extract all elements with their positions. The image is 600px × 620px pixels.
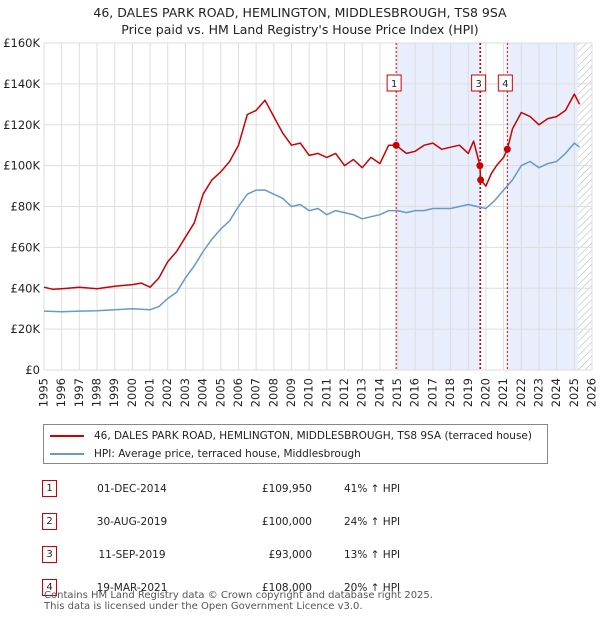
x-tick-label: 2022 <box>514 378 528 407</box>
x-tick-label: 2000 <box>125 378 139 407</box>
x-tick-label: 2009 <box>284 378 298 407</box>
sale-point-1 <box>392 141 400 149</box>
x-tick-label: 2012 <box>337 378 351 407</box>
legend-label-property: 46, DALES PARK ROAD, HEMLINGTON, MIDDLES… <box>94 430 532 442</box>
transaction-hpi: 13% ↑ HPI <box>344 548 401 561</box>
transaction-number: 1 <box>42 480 57 497</box>
x-tick-label: 2001 <box>143 378 157 407</box>
legend-swatch-hpi <box>50 453 84 455</box>
x-tick-label: 2020 <box>478 378 492 407</box>
y-tick-label: £60K <box>11 240 41 254</box>
x-tick-label: 1996 <box>54 378 68 407</box>
x-tick-label: 2026 <box>585 378 599 407</box>
y-tick-label: £20K <box>11 322 41 336</box>
transactions-table: 1 01-DEC-2014 £109,950 41% ↑ HPI 2 30-AU… <box>42 472 464 604</box>
transaction-date: 19-MAR-2021 <box>96 581 168 594</box>
x-tick-label: 2018 <box>443 378 457 407</box>
transaction-price: £108,000 <box>261 581 312 594</box>
chart-legend: 46, DALES PARK ROAD, HEMLINGTON, MIDDLES… <box>43 424 548 464</box>
y-tick-label: £140K <box>3 77 40 91</box>
y-tick-label: £120K <box>3 118 40 132</box>
x-tick-label: 1999 <box>107 378 121 407</box>
transaction-price: £109,950 <box>261 482 312 495</box>
sale-point-2 <box>476 162 484 170</box>
x-tick-label: 2023 <box>531 378 545 407</box>
annotation-box-4 <box>497 74 513 92</box>
annotation-label-1: 1 <box>391 79 397 90</box>
chart-subtitle: Price paid vs. HM Land Registry's House … <box>121 22 478 37</box>
x-tick-label: 2013 <box>355 378 369 407</box>
x-tick-label: 2004 <box>196 378 210 407</box>
y-tick-label: £160K <box>3 36 40 50</box>
y-tick-label: £0 <box>25 363 40 377</box>
y-tick-label: £40K <box>11 281 41 295</box>
property-price-line <box>43 93 581 291</box>
footer-licence: This data is licensed under the Open Gov… <box>44 601 363 612</box>
x-tick-label: 1997 <box>72 378 86 407</box>
annotation-box-1 <box>386 74 402 92</box>
x-tick-label: 2011 <box>319 378 333 407</box>
table-row: 2 30-AUG-2019 £100,000 24% ↑ HPI <box>42 505 464 538</box>
x-tick-label: 1998 <box>90 378 104 407</box>
transaction-number: 2 <box>42 513 57 530</box>
y-tick-label: £100K <box>3 159 40 173</box>
footer: Contains HM Land Registry data © Crown c… <box>44 590 433 612</box>
transaction-hpi: 24% ↑ HPI <box>344 515 401 528</box>
price-chart: 46, DALES PARK ROAD, HEMLINGTON, MIDDLES… <box>3 5 599 407</box>
x-tick-label: 2005 <box>213 378 227 407</box>
legend-label-hpi: HPI: Average price, terraced house, Midd… <box>94 448 361 460</box>
transaction-number: 3 <box>42 546 57 563</box>
sale-point-4 <box>503 145 511 153</box>
transaction-hpi: 41% ↑ HPI <box>344 482 401 495</box>
chart-title: 46, DALES PARK ROAD, HEMLINGTON, MIDDLES… <box>93 5 507 20</box>
x-tick-label: 2016 <box>408 378 422 407</box>
transaction-hpi: 20% ↑ HPI <box>344 581 401 594</box>
transaction-price: £93,000 <box>268 548 312 561</box>
sale-point-3 <box>477 176 485 184</box>
transaction-price: £100,000 <box>261 515 312 528</box>
x-tick-label: 2007 <box>249 378 263 407</box>
table-row: 3 11-SEP-2019 £93,000 13% ↑ HPI <box>42 538 464 571</box>
x-tick-label: 2003 <box>178 378 192 407</box>
x-tick-label: 2014 <box>372 378 386 407</box>
x-tick-label: 2021 <box>496 378 510 407</box>
legend-item-property: 46, DALES PARK ROAD, HEMLINGTON, MIDDLES… <box>50 428 532 444</box>
x-tick-label: 2006 <box>231 378 245 407</box>
x-tick-label: 1995 <box>37 378 51 407</box>
legend-item-hpi: HPI: Average price, terraced house, Midd… <box>50 446 361 462</box>
transaction-date: 30-AUG-2019 <box>96 515 168 528</box>
x-tick-label: 2017 <box>425 378 439 407</box>
table-row: 4 19-MAR-2021 £108,000 20% ↑ HPI <box>42 571 464 604</box>
x-tick-label: 2010 <box>302 378 316 407</box>
transaction-date: 01-DEC-2014 <box>97 482 167 495</box>
footer-copyright: Contains HM Land Registry data © Crown c… <box>44 590 433 601</box>
x-tick-label: 2019 <box>461 378 475 407</box>
legend-swatch-property <box>50 435 84 437</box>
x-tick-label: 2015 <box>390 378 404 407</box>
annotation-box-3 <box>471 74 487 92</box>
transaction-date: 11-SEP-2019 <box>98 548 166 561</box>
table-row: 1 01-DEC-2014 £109,950 41% ↑ HPI <box>42 472 464 505</box>
hpi-line <box>43 142 581 313</box>
y-tick-label: £80K <box>11 200 41 214</box>
x-tick-label: 2008 <box>266 378 280 407</box>
x-tick-label: 2002 <box>160 378 174 407</box>
annotation-label-4: 4 <box>502 79 508 90</box>
x-tick-label: 2024 <box>549 378 563 407</box>
annotation-label-3: 3 <box>475 79 481 90</box>
x-tick-label: 2025 <box>567 378 581 407</box>
transaction-number: 4 <box>42 579 57 596</box>
